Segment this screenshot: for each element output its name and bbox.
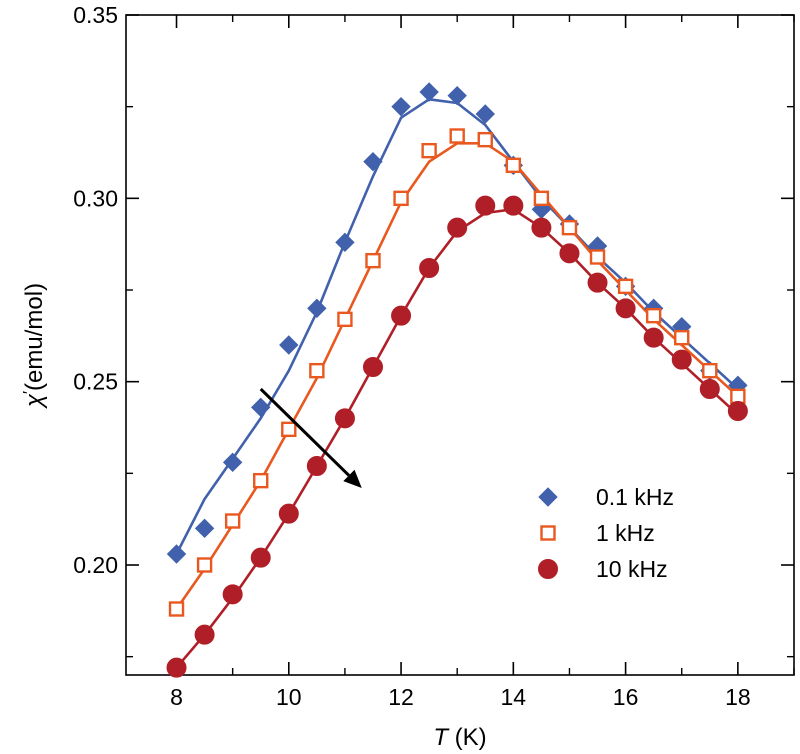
legend-marker-1-khz bbox=[540, 525, 556, 541]
x-tick-label: 16 bbox=[613, 684, 639, 710]
data-point-10-khz bbox=[559, 243, 580, 264]
data-point-0-1-khz bbox=[363, 151, 383, 172]
data-point-10-khz bbox=[503, 195, 524, 216]
data-point-10-khz bbox=[306, 456, 327, 476]
x-axis-title: T (K) bbox=[433, 724, 486, 751]
legend-label-10-khz: 10 kHz bbox=[596, 556, 668, 582]
data-point-1-khz bbox=[645, 307, 662, 324]
data-point-1-khz bbox=[505, 157, 522, 174]
x-tick-label: 8 bbox=[170, 684, 183, 710]
data-point-1-khz bbox=[561, 219, 578, 236]
data-point-1-khz bbox=[617, 278, 634, 295]
data-point-0-1-khz bbox=[391, 96, 411, 117]
y-tick-label: 0.35 bbox=[73, 2, 118, 28]
data-point-1-khz bbox=[674, 329, 690, 346]
x-tick-label: 18 bbox=[725, 684, 751, 710]
data-point-10-khz bbox=[587, 272, 608, 293]
data-point-1-khz bbox=[477, 131, 493, 148]
data-point-0-1-khz bbox=[194, 518, 215, 539]
data-point-0-1-khz bbox=[166, 544, 187, 564]
data-point-1-khz bbox=[421, 142, 437, 159]
data-point-10-khz bbox=[391, 305, 412, 326]
arrow-head bbox=[343, 469, 362, 488]
data-point-10-khz bbox=[166, 657, 187, 678]
data-point-1-khz bbox=[702, 362, 718, 379]
data-point-1-khz bbox=[281, 421, 297, 438]
data-point-10-khz bbox=[447, 217, 468, 238]
data-point-1-khz bbox=[253, 472, 269, 489]
data-point-0-1-khz bbox=[419, 82, 439, 102]
data-point-10-khz bbox=[362, 357, 383, 377]
legend-marker-10-khz bbox=[538, 559, 558, 579]
data-point-0-1-khz bbox=[279, 335, 299, 355]
data-point-1-khz bbox=[309, 362, 325, 379]
data-point-1-khz bbox=[730, 388, 746, 405]
legend: 0.1 kHz 1 kHz 10 kHz bbox=[538, 484, 674, 582]
data-point-10-khz bbox=[475, 195, 496, 216]
data-point-10-khz bbox=[194, 624, 215, 645]
data-point-0-1-khz bbox=[475, 104, 495, 124]
arrow-shaft bbox=[259, 387, 350, 477]
data-point-10-khz bbox=[278, 503, 299, 524]
data-point-10-khz bbox=[334, 408, 355, 429]
x-tick-label: 12 bbox=[388, 684, 414, 710]
axis-ticks: 8 10 12 14 16 18 0.20 0.25 0.30 0.35 bbox=[73, 2, 795, 710]
data-point-10-khz bbox=[419, 258, 440, 278]
data-point-1-khz bbox=[449, 128, 465, 144]
data-point-1-khz bbox=[365, 252, 381, 269]
data-point-0-1-khz bbox=[251, 397, 271, 418]
legend-label-1-khz: 1 kHz bbox=[596, 520, 655, 546]
legend-label-0-1-khz: 0.1 kHz bbox=[596, 484, 674, 510]
data-point-10-khz bbox=[222, 584, 243, 605]
data-point-0-1-khz bbox=[222, 452, 243, 473]
y-tick-label: 0.25 bbox=[73, 369, 118, 395]
data-point-0-1-khz bbox=[447, 85, 467, 106]
data-point-0-1-khz bbox=[335, 232, 355, 253]
data-point-10-khz bbox=[671, 349, 692, 370]
frequency-arrow bbox=[259, 387, 362, 488]
data-point-10-khz bbox=[250, 547, 271, 568]
data-point-10-khz bbox=[699, 379, 720, 399]
x-tick-label: 14 bbox=[501, 684, 527, 710]
data-point-1-khz bbox=[168, 601, 185, 617]
data-point-10-khz bbox=[643, 327, 664, 348]
plot-frame bbox=[125, 14, 795, 676]
legend-marker-0-1-khz bbox=[538, 487, 558, 507]
data-point-10-khz bbox=[531, 217, 552, 238]
data-markers bbox=[166, 82, 748, 678]
y-tick-label: 0.30 bbox=[73, 185, 118, 211]
fit-curves bbox=[175, 98, 739, 669]
fit-line-10-khz bbox=[175, 208, 739, 669]
data-point-10-khz bbox=[615, 298, 636, 319]
data-point-1-khz bbox=[196, 557, 213, 573]
y-tick-label: 0.20 bbox=[73, 552, 118, 578]
data-point-1-khz bbox=[589, 249, 606, 265]
y-axis-title: χ′(emu/mol) bbox=[21, 283, 48, 409]
data-point-1-khz bbox=[393, 190, 409, 207]
data-point-10-khz bbox=[727, 401, 748, 421]
data-point-0-1-khz bbox=[307, 298, 327, 319]
data-point-1-khz bbox=[533, 190, 550, 207]
data-point-1-khz bbox=[337, 311, 353, 328]
x-tick-label: 10 bbox=[276, 684, 302, 710]
data-point-1-khz bbox=[224, 513, 241, 529]
